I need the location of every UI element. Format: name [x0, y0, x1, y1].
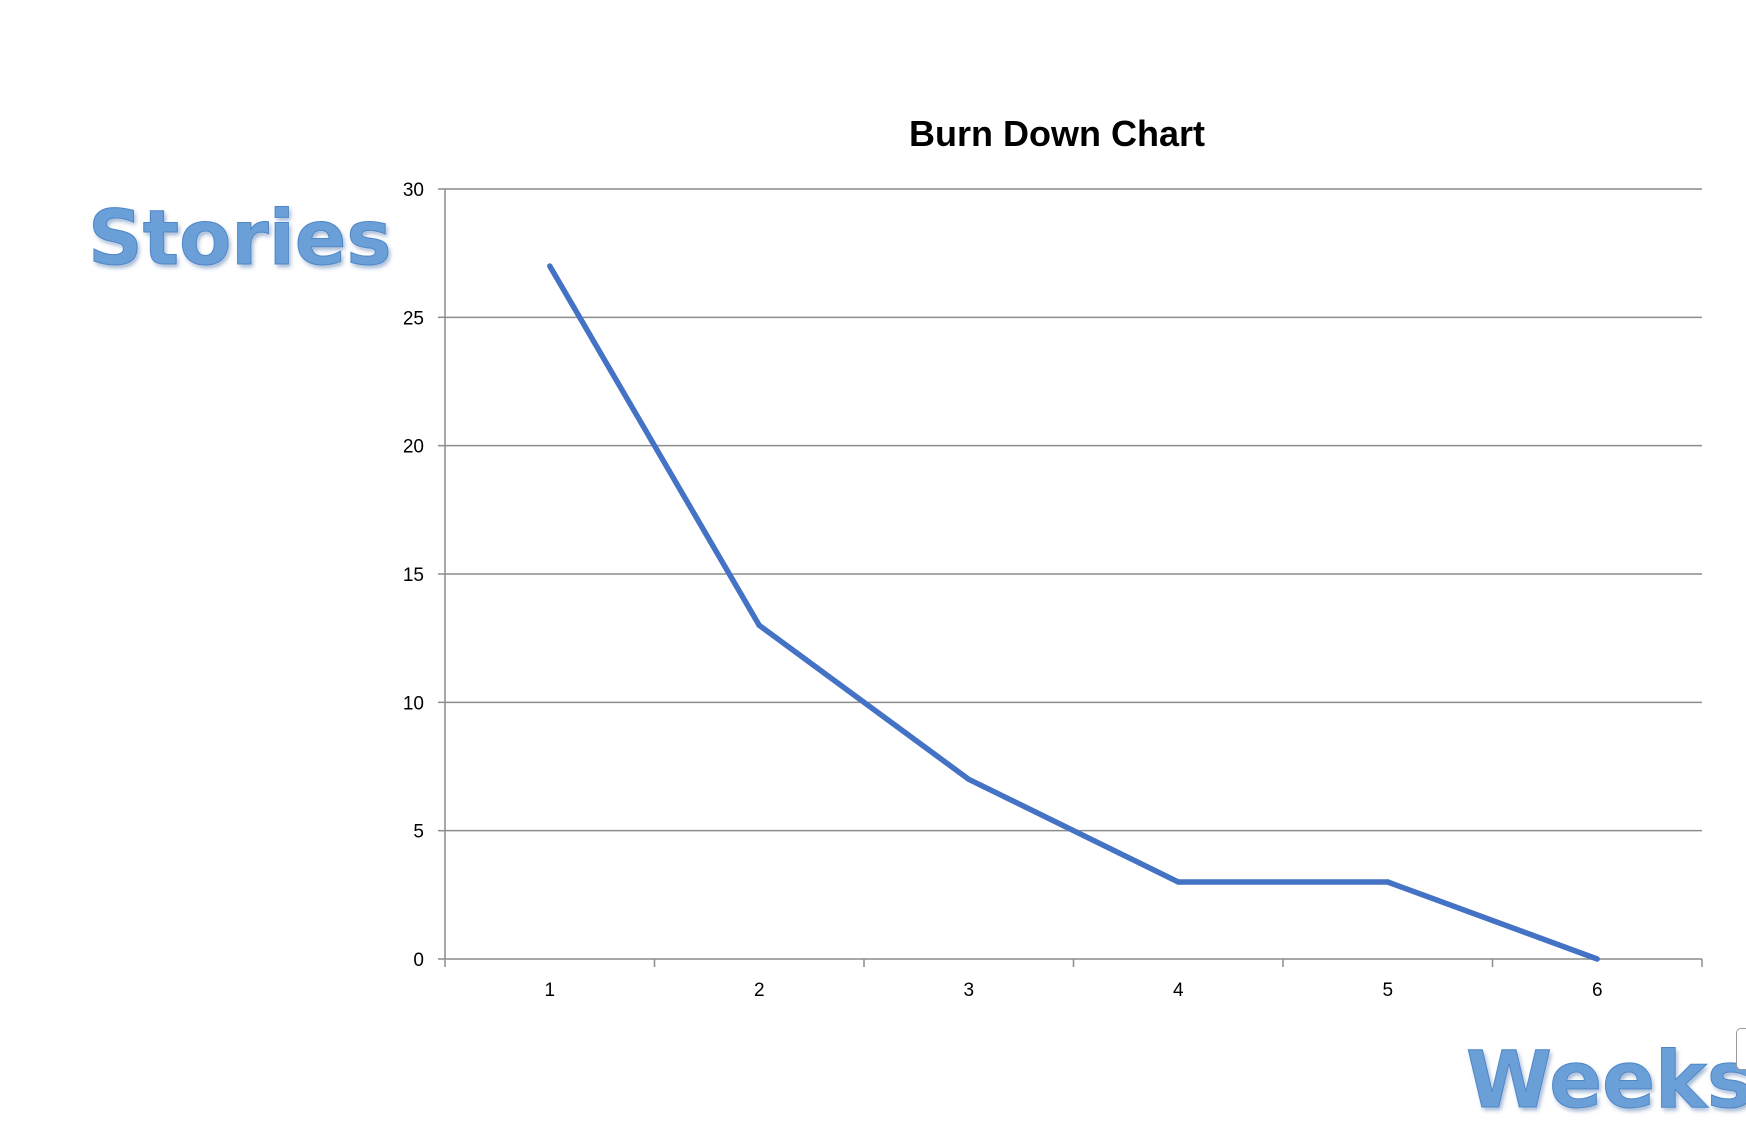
y-tick-label: 20 [403, 437, 424, 458]
x-tick-label: 5 [1382, 980, 1393, 1001]
x-tick-label: 4 [1173, 980, 1184, 1001]
y-tick-label: 0 [413, 950, 424, 971]
y-tick-label: 10 [403, 693, 424, 714]
data-point [547, 263, 553, 269]
y-tick-label: 5 [413, 822, 424, 843]
data-point [1175, 879, 1181, 885]
data-point [1385, 879, 1391, 885]
y-tick-label: 15 [403, 565, 424, 586]
chart-title: Burn Down Chart [909, 113, 1205, 154]
y-axis-title: Stories [88, 193, 393, 282]
data-point [756, 622, 762, 629]
x-axis-ticks: 1 2 3 4 5 6 [444, 959, 1703, 1001]
y-tick-label: 30 [403, 180, 424, 201]
series-layer [547, 263, 1600, 962]
x-axis-title: Weeks [1465, 1036, 1746, 1126]
x-tick-label: 3 [963, 980, 974, 1001]
y-tick-label: 25 [403, 308, 424, 329]
x-tick-label: 1 [544, 980, 555, 1001]
series-line [547, 264, 1599, 962]
x-tick-label: 6 [1592, 980, 1603, 1001]
data-point [966, 776, 972, 783]
y-axis-ticks: 0 5 10 15 20 25 30 [403, 180, 445, 971]
x-tick-label: 2 [754, 980, 765, 1001]
side-panel-tab[interactable] [1736, 1028, 1746, 1070]
data-point [1594, 956, 1600, 962]
grid-lines [445, 188, 1702, 832]
